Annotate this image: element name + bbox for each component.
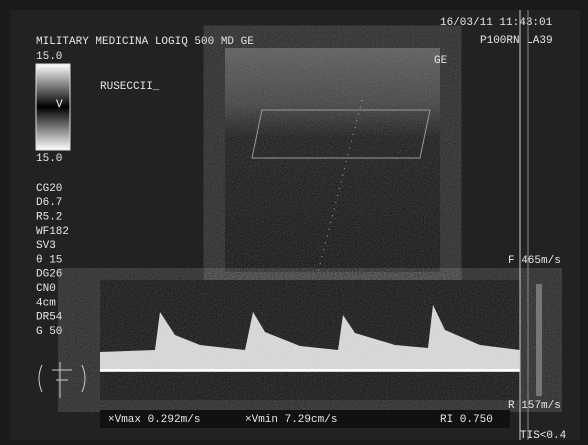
color-scale [36, 64, 70, 150]
param: θ 15 [36, 254, 62, 266]
scale-bottom: 15.0 [36, 153, 62, 165]
patient-name: RUSECCII_ [100, 81, 160, 93]
reverse-velocity: R 157m/s [508, 400, 561, 412]
datetime: 16/03/11 11:43:01 [440, 17, 553, 29]
header-title: MILITARY MEDICINA LOGIQ 500 MD GE [36, 36, 254, 48]
scale-top: 15.0 [36, 51, 62, 63]
param: CG20 [36, 183, 62, 195]
b-mode-noise [225, 48, 440, 272]
forward-velocity: F 465m/s [508, 255, 561, 267]
vmin: ×Vmin 7.29cm/s [245, 414, 337, 426]
param: 4cm [36, 297, 56, 309]
resistive-index: RI 0.750 [440, 414, 493, 426]
doppler-scale-bar [536, 284, 542, 396]
param: DG26 [36, 269, 62, 281]
param: CN0 [36, 283, 56, 295]
ultrasound-screen: MILITARY MEDICINA LOGIQ 500 MD GE 16/03/… [0, 0, 588, 445]
param: G 50 [36, 326, 62, 338]
image-label: GE [434, 55, 448, 67]
probe: P100RN LA39 [480, 35, 553, 47]
doppler-noise [100, 280, 520, 400]
param: R5.2 [36, 212, 62, 224]
param: D6.7 [36, 197, 62, 209]
tis: TIS<0.4 [520, 430, 567, 442]
param: SV3 [36, 240, 56, 252]
param: DR54 [36, 312, 63, 324]
scale-mid: V [56, 99, 63, 111]
vmax: ×Vmax 0.292m/s [108, 414, 200, 426]
param: WF182 [36, 226, 69, 238]
